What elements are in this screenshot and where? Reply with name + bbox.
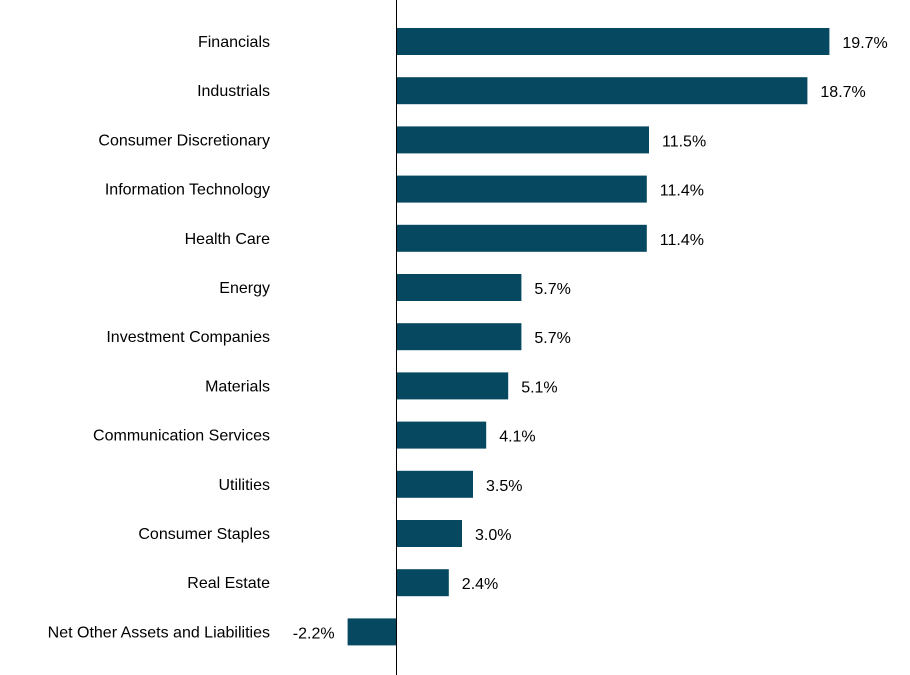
category-label: Utilities — [218, 477, 270, 494]
bars-layer — [347, 28, 830, 646]
category-label: Materials — [205, 378, 270, 395]
category-label: Investment Companies — [106, 329, 270, 346]
bar-12 — [347, 618, 396, 646]
category-label: Real Estate — [187, 575, 270, 592]
value-label: 5.7% — [534, 330, 570, 347]
bar-3 — [396, 175, 647, 203]
bar-2 — [396, 126, 649, 154]
bar-5 — [396, 274, 522, 301]
bar-4 — [396, 224, 647, 252]
value-label: 11.4% — [660, 232, 704, 249]
value-label: -2.2% — [293, 625, 335, 642]
bar-8 — [396, 421, 487, 449]
category-label: Financials — [198, 34, 270, 51]
value-label: 5.7% — [534, 281, 570, 298]
value-label: 3.0% — [475, 527, 511, 544]
bar-6 — [396, 323, 522, 351]
bar-1 — [396, 77, 808, 105]
bar-7 — [396, 372, 509, 400]
category-label: Energy — [219, 280, 270, 297]
category-label: Information Technology — [105, 182, 270, 199]
bar-10 — [396, 520, 462, 547]
value-label: 2.4% — [462, 576, 498, 593]
category-label: Consumer Discretionary — [98, 132, 270, 149]
category-label: Communication Services — [93, 428, 270, 445]
labels-layer: Financials 19.7% Industrials 18.7% Consumer … — [48, 34, 888, 642]
value-label: 11.5% — [662, 133, 706, 150]
bar-0 — [396, 28, 830, 55]
category-label: Industrials — [197, 83, 270, 100]
value-label: 5.1% — [521, 379, 557, 396]
value-label: 18.7% — [820, 84, 865, 101]
value-label: 3.5% — [486, 478, 522, 495]
category-label: Consumer Staples — [138, 526, 270, 543]
category-label: Net Other Assets and Liabilities — [48, 624, 270, 641]
value-label: 11.4% — [660, 183, 704, 200]
category-label: Health Care — [185, 231, 270, 248]
value-label: 19.7% — [842, 35, 887, 52]
bar-11 — [396, 569, 449, 597]
bar-9 — [396, 470, 473, 498]
value-label: 4.1% — [499, 429, 535, 446]
